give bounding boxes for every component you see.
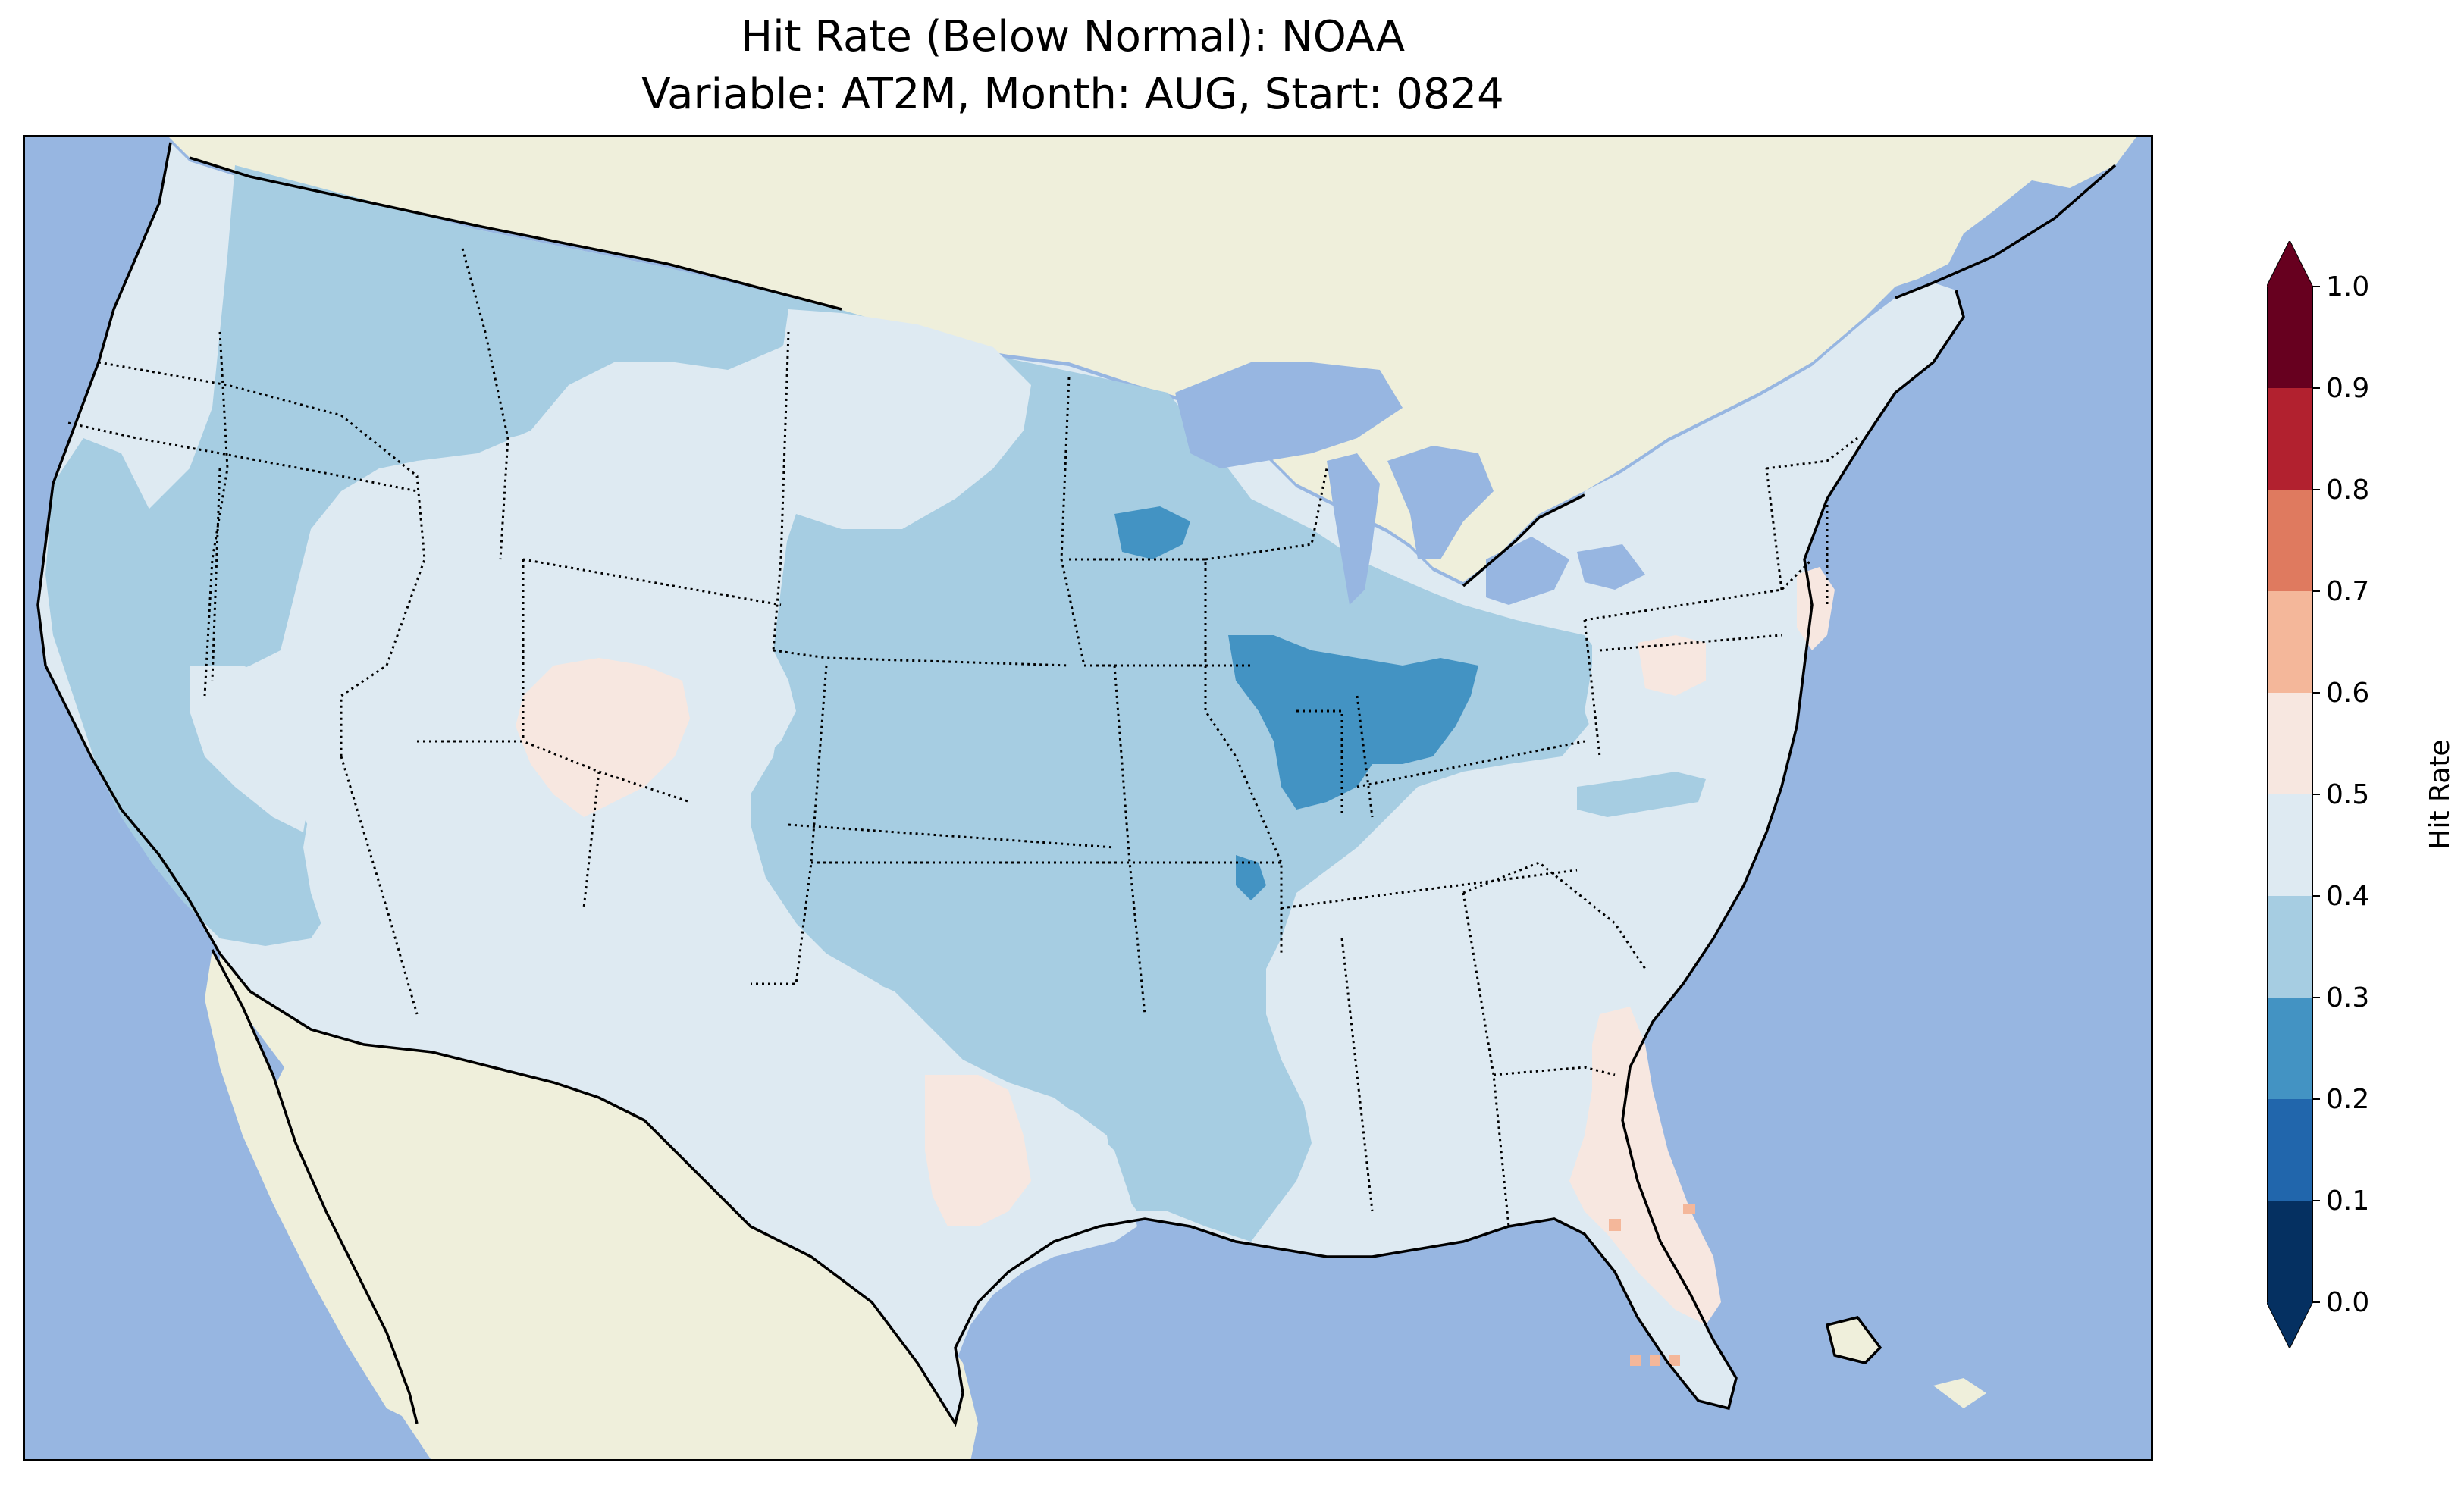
region-utah-plateau xyxy=(516,658,690,817)
colorbar-bin-0.1-0.2 xyxy=(2267,1099,2312,1201)
colorbar-tick-label: 0.4 xyxy=(2326,881,2369,912)
baja-land xyxy=(205,950,417,1424)
colorbar-bin-0.5-0.6 xyxy=(2267,693,2312,794)
colorbar-tick-label: 0.1 xyxy=(2326,1185,2369,1217)
region-southeast xyxy=(1296,749,1751,1242)
region-florida-coast xyxy=(1569,1007,1721,1325)
hit-rate-regions xyxy=(45,165,1964,1366)
colorbar-extend-bottom xyxy=(2267,1302,2312,1348)
region-florida-west-cell xyxy=(1609,1219,1621,1231)
colorbar-tick-label: 1.0 xyxy=(2326,271,2369,302)
colorbar-tick-label: 0.2 xyxy=(2326,1084,2369,1115)
mexico-land xyxy=(220,946,978,1461)
coastlines xyxy=(36,142,2117,1427)
colorbar-ticks: 0.0 0.1 0.2 0.3 0.4 0.5 0.6 0.7 0.8 0.9 1.0 xyxy=(2312,271,2369,1318)
colorbar: 0.0 0.1 0.2 0.3 0.4 0.5 0.6 0.7 0.8 0.9 1.0 Hit Ra… xyxy=(2267,241,2456,1348)
region-illinois-indiana xyxy=(1228,635,1478,810)
colorbar-bin-0.7-0.8 xyxy=(2267,490,2312,591)
region-virginia-spot xyxy=(1638,635,1706,696)
map-title: Hit Rate (Below Normal): NOAA xyxy=(740,12,1406,61)
region-new-jersey xyxy=(1797,567,1835,650)
colorbar-bin-0.2-0.3 xyxy=(2267,998,2312,1099)
colorbar-tick-label: 0.6 xyxy=(2326,678,2369,709)
colorbar-bins xyxy=(2267,241,2313,1348)
islands xyxy=(1827,1317,1986,1408)
colorbar-tick-label: 0.9 xyxy=(2326,373,2369,404)
colorbar-tick-label: 0.0 xyxy=(2326,1287,2369,1318)
colorbar-bin-0.6-0.7 xyxy=(2267,591,2312,693)
map-frame xyxy=(23,135,2153,1461)
colorbar-extend-top xyxy=(2267,241,2312,287)
colorbar-bin-0.8-0.9 xyxy=(2267,388,2312,490)
region-florida-keys-2 xyxy=(1650,1355,1660,1366)
colorbar-bin-0.4-0.5 xyxy=(2267,794,2312,896)
region-great-basin xyxy=(303,650,842,1135)
region-nevada-west xyxy=(190,666,311,832)
great-lakes xyxy=(1175,362,1645,605)
colorbar-tick-label: 0.7 xyxy=(2326,576,2369,607)
map-panel xyxy=(23,135,2153,1461)
colorbar-bin-0.0-0.1 xyxy=(2267,1201,2312,1302)
region-florida-east-cell xyxy=(1683,1204,1695,1214)
colorbar-tick-label: 0.5 xyxy=(2326,779,2369,810)
region-florida-keys-3 xyxy=(1669,1355,1680,1366)
colorbar-tick-label: 0.3 xyxy=(2326,982,2369,1013)
colorbar-bin-0.9-1.0 xyxy=(2267,287,2312,388)
region-arkansas-spot xyxy=(1236,855,1266,900)
region-central-plains xyxy=(751,305,1607,1242)
region-west-texas xyxy=(925,1075,1031,1226)
region-minnesota-spot xyxy=(1114,506,1190,559)
colorbar-label: Hit Rate xyxy=(2425,739,2456,849)
state-borders xyxy=(67,248,1858,1227)
region-north-dakota-core xyxy=(773,309,1031,529)
map-subtitle: Variable: AT2M, Month: AUG, Start: 0824 xyxy=(641,70,1504,119)
region-northwest-interior xyxy=(106,165,826,696)
colorbar-tick-label: 0.8 xyxy=(2326,475,2369,506)
colorbar-bin-0.3-0.4 xyxy=(2267,896,2312,998)
region-florida-keys-1 xyxy=(1630,1355,1641,1366)
region-southern-plains xyxy=(667,954,1137,1363)
canada-land xyxy=(167,135,2138,582)
region-virginia-band xyxy=(1577,772,1706,817)
